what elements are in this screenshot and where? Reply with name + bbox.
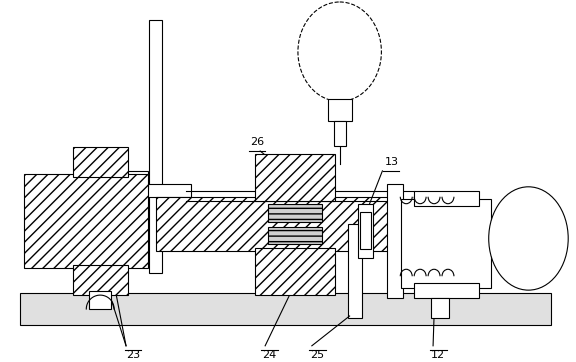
Bar	[89, 291, 111, 309]
Text: 13: 13	[384, 157, 399, 167]
Bar	[255, 248, 335, 295]
Text: 25: 25	[310, 350, 324, 360]
Ellipse shape	[298, 2, 381, 101]
Bar	[268, 227, 322, 244]
Bar	[328, 99, 351, 121]
Bar	[401, 199, 491, 288]
Bar	[348, 224, 362, 318]
Ellipse shape	[488, 187, 568, 290]
Bar	[431, 298, 449, 318]
Bar	[414, 283, 479, 298]
Text: 26: 26	[250, 137, 264, 147]
Bar	[111, 184, 191, 197]
Bar	[268, 204, 322, 222]
Bar	[334, 121, 346, 146]
Bar	[414, 191, 479, 206]
Bar	[359, 212, 372, 249]
Bar	[358, 204, 373, 258]
Text: 23: 23	[126, 350, 140, 360]
Bar	[73, 265, 128, 295]
Text: 24: 24	[262, 350, 276, 360]
Text: 12: 12	[431, 350, 445, 360]
Bar	[149, 20, 162, 273]
Bar	[20, 293, 551, 325]
Bar	[126, 171, 148, 189]
Bar	[156, 197, 389, 251]
Bar	[73, 147, 128, 177]
Bar	[24, 174, 148, 268]
Bar	[255, 154, 335, 201]
Bar	[388, 184, 403, 298]
